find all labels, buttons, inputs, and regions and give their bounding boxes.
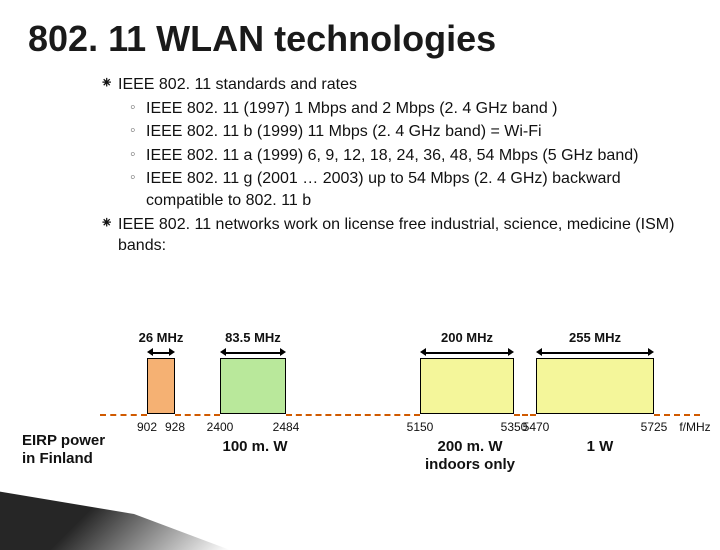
baseline-dash-segment bbox=[654, 414, 700, 416]
frequency-band-block bbox=[220, 358, 286, 414]
eirp-power-value: 1 W bbox=[587, 438, 614, 456]
bullet-marker: ⁕ bbox=[100, 214, 118, 257]
bandwidth-label: 255 MHz bbox=[569, 330, 621, 345]
bullet-text: IEEE 802. 11 b (1999) 11 Mbps (2. 4 GHz … bbox=[146, 121, 680, 143]
eirp-caption: EIRP powerin Finland bbox=[22, 432, 105, 468]
freq-tick-label: 928 bbox=[165, 420, 185, 434]
freq-tick-label: 2400 bbox=[207, 420, 234, 434]
frequency-band-block bbox=[536, 358, 654, 414]
bandwidth-label: 26 MHz bbox=[139, 330, 184, 345]
bullet-item: ⁕IEEE 802. 11 networks work on license f… bbox=[100, 214, 680, 257]
freq-tick-label: 5150 bbox=[407, 420, 434, 434]
bandwidth-arrow bbox=[147, 348, 175, 358]
bandwidth-arrow bbox=[420, 348, 514, 358]
bullet-text: IEEE 802. 11 networks work on license fr… bbox=[118, 214, 680, 257]
bullet-text: IEEE 802. 11 (1997) 1 Mbps and 2 Mbps (2… bbox=[146, 98, 680, 120]
freq-tick-label: 5470 bbox=[523, 420, 550, 434]
freq-tick-label: 902 bbox=[137, 420, 157, 434]
baseline-dash-segment bbox=[286, 414, 420, 416]
sub-bullet-item: ◦IEEE 802. 11 b (1999) 11 Mbps (2. 4 GHz… bbox=[100, 121, 680, 143]
frequency-band-block bbox=[420, 358, 514, 414]
baseline-dash-segment bbox=[100, 414, 147, 416]
bandwidth-label: 200 MHz bbox=[441, 330, 493, 345]
bullet-marker: ◦ bbox=[128, 145, 146, 167]
bullet-text: IEEE 802. 11 a (1999) 6, 9, 12, 18, 24, … bbox=[146, 145, 680, 167]
bullet-marker: ◦ bbox=[128, 98, 146, 120]
bullet-text: IEEE 802. 11 g (2001 … 2003) up to 54 Mb… bbox=[146, 168, 680, 211]
bandwidth-label: 83.5 MHz bbox=[225, 330, 281, 345]
frequency-band-diagram: 26 MHz 902 928 83.5 MHz 2400 2484 100 m. W 200 … bbox=[0, 330, 720, 500]
page-title: 802. 11 WLAN technologies bbox=[0, 0, 720, 60]
eirp-power-value: 100 m. W bbox=[222, 438, 287, 456]
bullet-list: ⁕IEEE 802. 11 standards and rates◦IEEE 8… bbox=[0, 60, 720, 257]
freq-tick-label: 2484 bbox=[273, 420, 300, 434]
bullet-text: IEEE 802. 11 standards and rates bbox=[118, 74, 680, 96]
baseline-dash-segment bbox=[175, 414, 220, 416]
eirp-power-value: 200 m. Windoors only bbox=[425, 438, 515, 474]
sub-bullet-item: ◦IEEE 802. 11 a (1999) 6, 9, 12, 18, 24,… bbox=[100, 145, 680, 167]
freq-tick-label: 5725 bbox=[641, 420, 668, 434]
baseline-dash-segment bbox=[514, 414, 536, 416]
bullet-marker: ◦ bbox=[128, 121, 146, 143]
bandwidth-arrow bbox=[536, 348, 654, 358]
bandwidth-arrow bbox=[220, 348, 286, 358]
bullet-item: ⁕IEEE 802. 11 standards and rates bbox=[100, 74, 680, 96]
sub-bullet-item: ◦IEEE 802. 11 (1997) 1 Mbps and 2 Mbps (… bbox=[100, 98, 680, 120]
frequency-band-block bbox=[147, 358, 175, 414]
sub-bullet-item: ◦IEEE 802. 11 g (2001 … 2003) up to 54 M… bbox=[100, 168, 680, 211]
bullet-marker: ⁕ bbox=[100, 74, 118, 96]
bullet-marker: ◦ bbox=[128, 168, 146, 211]
x-axis-unit-label: f/MHz bbox=[679, 420, 710, 434]
